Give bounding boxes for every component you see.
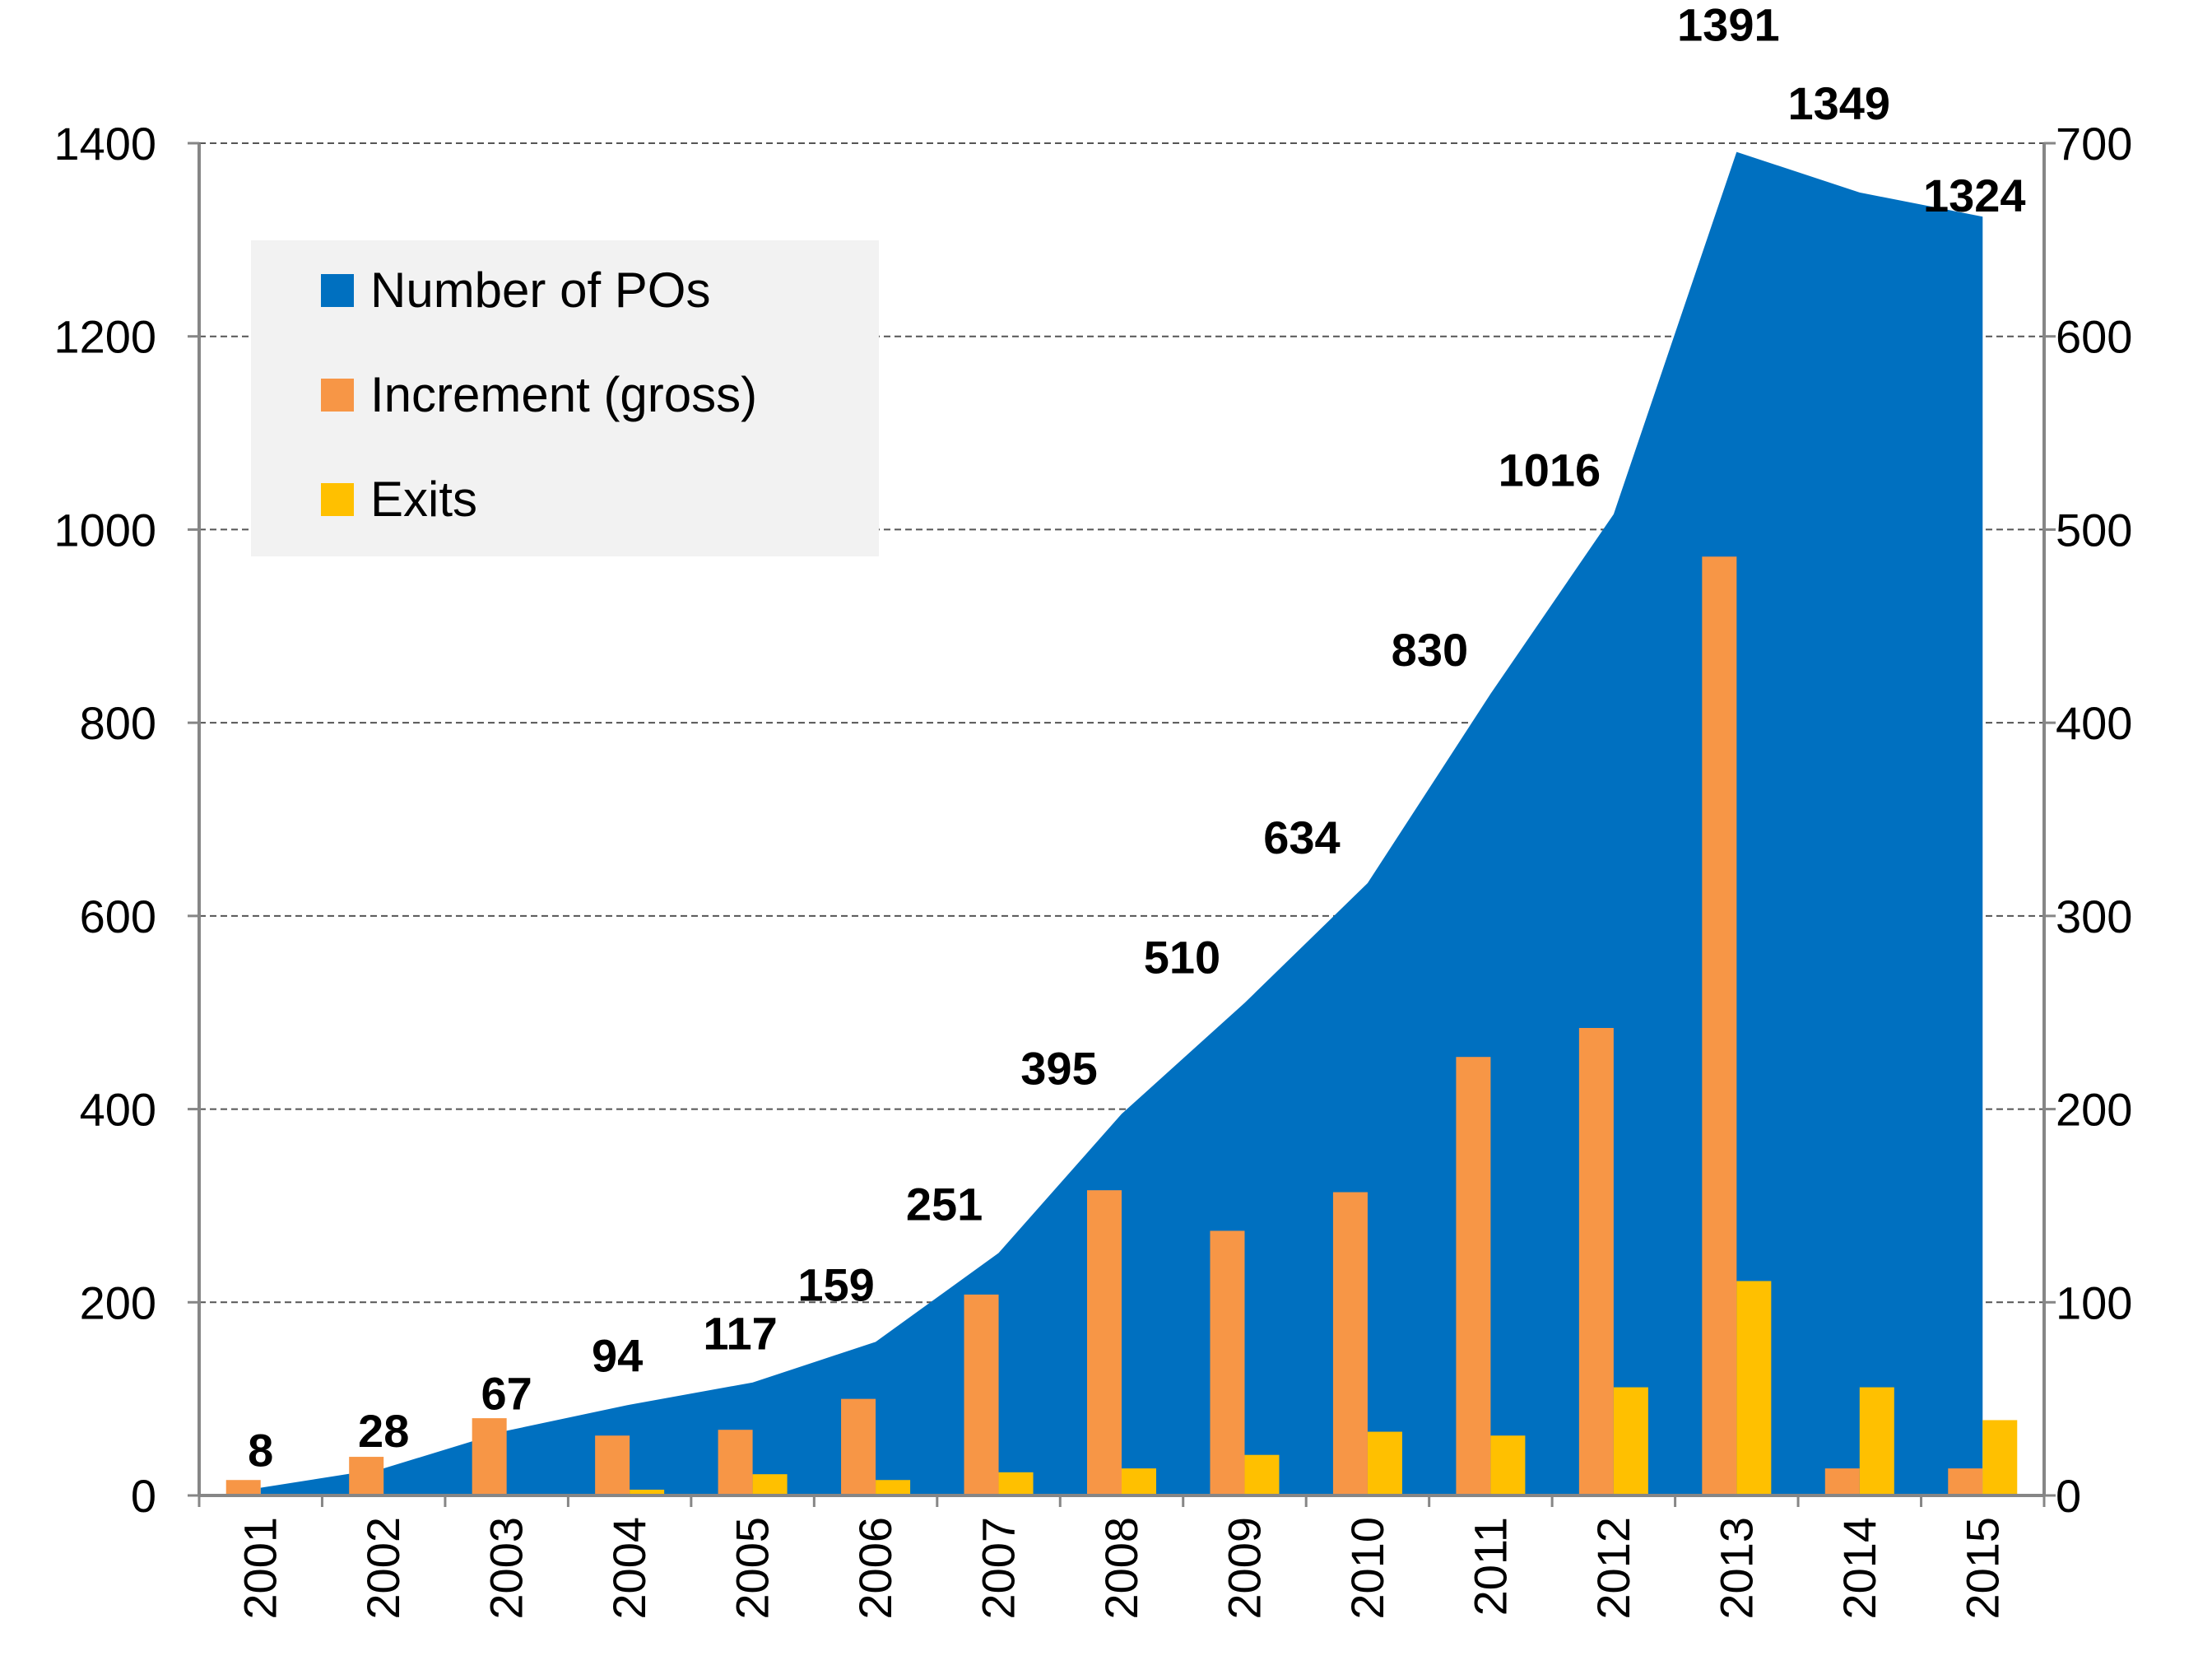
bar-increment-gross: [595, 1435, 630, 1495]
data-label: 1016: [1499, 444, 1601, 496]
legend-box: [251, 240, 879, 556]
bar-increment-gross: [1456, 1057, 1491, 1495]
x-axis-tick-label: 2007: [973, 1517, 1025, 1620]
data-label: 1349: [1788, 77, 1891, 129]
legend-label: Exits: [370, 472, 477, 527]
x-axis-tick-label: 2001: [235, 1517, 286, 1620]
left-axis-tick-label: 400: [80, 1084, 156, 1136]
right-axis-tick-label: 600: [2056, 311, 2132, 363]
data-label: 1324: [1923, 170, 2026, 221]
data-label: 67: [481, 1367, 532, 1419]
x-axis-tick-label: 2006: [849, 1517, 901, 1620]
data-label: 117: [703, 1308, 777, 1360]
x-axis-tick-label: 2005: [727, 1517, 778, 1620]
bar-increment-gross: [1210, 1230, 1245, 1495]
data-label: 8: [248, 1425, 273, 1477]
bar-exits: [630, 1489, 665, 1495]
x-axis-tick-label: 2004: [603, 1517, 655, 1620]
bar-increment-gross: [472, 1418, 507, 1495]
right-axis-tick-label: 200: [2056, 1084, 2132, 1136]
x-axis-tick-label: 2015: [1956, 1517, 2008, 1620]
legend-swatch: [321, 379, 354, 412]
bar-increment-gross: [1332, 1192, 1368, 1495]
left-axis-tick-label: 0: [131, 1470, 156, 1522]
bar-exits: [1122, 1468, 1156, 1495]
bar-increment-gross: [1578, 1027, 1614, 1495]
area-number-of-pos: [260, 151, 1983, 1496]
data-label: 830: [1392, 624, 1468, 676]
legend-label: Increment (gross): [370, 367, 757, 422]
data-label: 28: [358, 1405, 409, 1457]
bar-exits: [998, 1472, 1034, 1495]
bar-exits: [1859, 1387, 1894, 1495]
data-labels: 8 28 67 94 117 159 251 395 510 634 830 1016 13911349…: [248, 0, 2025, 1477]
right-axis-tick-label: 700: [2056, 118, 2132, 170]
bar-increment-gross: [349, 1457, 384, 1495]
bar-exits: [1982, 1420, 2018, 1495]
x-axis-tick-label: 2014: [1833, 1517, 1885, 1620]
x-axis-tick-label: 2010: [1341, 1517, 1393, 1620]
data-label: 634: [1263, 812, 1340, 863]
right-axis-tick-label: 300: [2056, 891, 2132, 942]
data-label: 251: [906, 1178, 983, 1230]
left-axis-tick-label: 1000: [53, 504, 156, 556]
bar-increment-gross: [964, 1294, 999, 1495]
bar-increment-gross: [1702, 556, 1737, 1495]
right-axis-tick-label: 0: [2056, 1470, 2081, 1522]
legend: Number of POs Increment (gross) Exits: [251, 240, 879, 556]
bar-exits: [752, 1474, 788, 1495]
bar-increment-gross: [1948, 1468, 1983, 1495]
left-axis-tick-label: 600: [80, 891, 156, 942]
bar-exits: [1736, 1281, 1772, 1495]
legend-swatch: [321, 483, 354, 516]
legend-label: Number of POs: [370, 263, 710, 318]
data-label: 510: [1144, 931, 1220, 983]
x-axis-tick-label: 2012: [1587, 1517, 1639, 1620]
right-axis-tick-label: 500: [2056, 504, 2132, 556]
axes: 0 200 400 600 800 1000 1200 1400 0 100 200 300 400 50…: [53, 118, 2132, 1620]
data-label: 395: [1020, 1042, 1097, 1094]
left-axis-tick-label: 1400: [53, 118, 156, 170]
bar-increment-gross: [718, 1430, 753, 1495]
area-series: [260, 151, 1983, 1496]
right-axis-tick-label: 100: [2056, 1277, 2132, 1328]
left-axis-tick-label: 200: [80, 1277, 156, 1328]
data-label: 159: [797, 1258, 874, 1310]
x-axis-tick-label: 2008: [1095, 1517, 1147, 1620]
right-axis-tick-label: 400: [2056, 697, 2132, 749]
bar-exits: [1613, 1387, 1648, 1495]
x-axis-tick-label: 2011: [1464, 1517, 1516, 1616]
x-axis-tick-label: 2003: [481, 1517, 532, 1620]
bar-exits: [1490, 1435, 1526, 1495]
x-axis-tick-label: 2009: [1218, 1517, 1270, 1620]
bar-increment-gross: [841, 1398, 876, 1495]
bar-increment-gross: [225, 1480, 261, 1495]
bar-increment-gross: [1087, 1190, 1122, 1495]
bar-increment-gross: [1824, 1468, 1860, 1495]
bar-exits: [1244, 1454, 1280, 1495]
data-label: 94: [592, 1330, 643, 1382]
x-axis-tick-label: 2013: [1710, 1517, 1762, 1620]
bar-series: [225, 556, 2018, 1495]
legend-swatch: [321, 274, 354, 307]
x-axis-tick-label: 2002: [357, 1517, 409, 1620]
bar-exits: [876, 1480, 911, 1495]
left-axis-tick-label: 800: [80, 697, 156, 749]
bar-exits: [1367, 1431, 1402, 1495]
left-axis-tick-label: 1200: [53, 311, 156, 363]
data-label: 1391: [1677, 0, 1780, 51]
